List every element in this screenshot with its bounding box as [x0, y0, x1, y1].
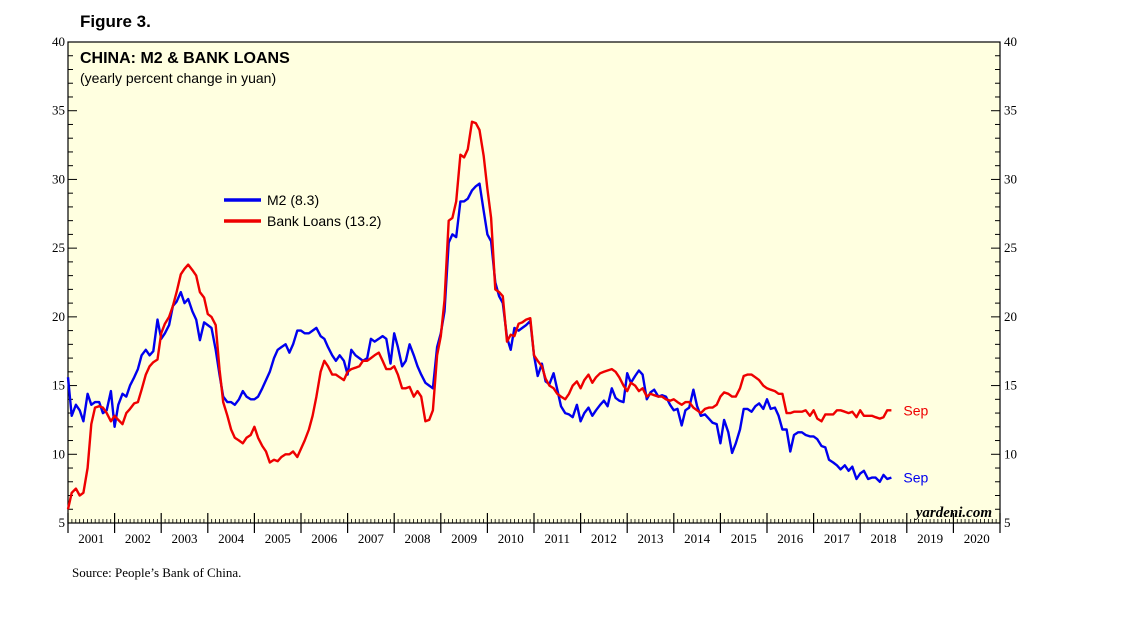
x-tick-label: 2009 — [451, 531, 477, 546]
figure-label: Figure 3. — [80, 12, 151, 31]
series-line — [66, 120, 892, 510]
chart-title: CHINA: M2 & BANK LOANS — [80, 50, 290, 67]
x-tick-label: 2014 — [684, 531, 711, 546]
x-tick-label: 2016 — [777, 531, 804, 546]
x-tick-label: 2015 — [731, 531, 757, 546]
x-tick-label: 2002 — [125, 531, 151, 546]
y-tick-label-left: 5 — [59, 515, 66, 530]
x-tick-label: 2017 — [824, 531, 851, 546]
x-tick-label: 2018 — [871, 531, 897, 546]
x-tick-label: 2013 — [638, 531, 664, 546]
source-note: Source: People’s Bank of China. — [72, 565, 242, 580]
watermark: yardeni.com — [914, 505, 992, 521]
x-tick-label: 2001 — [78, 531, 104, 546]
series-end-label: Sep — [903, 402, 928, 418]
x-tick-label: 2010 — [498, 531, 524, 546]
y-tick-label-left: 35 — [52, 103, 65, 118]
y-tick-label-left: 20 — [52, 309, 65, 324]
x-axis: 2001 2002 2003 2004 2005 2006 2007 2008 2009 2010… — [67, 513, 1001, 546]
x-tick-label: 2020 — [964, 531, 990, 546]
y-tick-label-left: 10 — [52, 446, 65, 461]
y-tick-label-left: 15 — [52, 378, 65, 393]
x-tick-label: 2005 — [265, 531, 291, 546]
y-tick-label-right: 35 — [1004, 103, 1017, 118]
x-tick-label: 2003 — [172, 531, 198, 546]
y-tick-label-left: 25 — [52, 240, 65, 255]
x-tick-label: 2019 — [917, 531, 943, 546]
series-end-label: Sep — [903, 470, 928, 486]
y-tick-label-right: 40 — [1004, 34, 1017, 49]
y-tick-label-left: 40 — [52, 34, 65, 49]
x-tick-label: 2006 — [311, 531, 338, 546]
series-line — [66, 182, 892, 483]
legend-label: M2 (8.3) — [267, 192, 319, 208]
chart-subtitle: (yearly percent change in yuan) — [80, 70, 276, 86]
y-tick-label-right: 20 — [1004, 309, 1017, 324]
y-tick-label-right: 30 — [1004, 171, 1017, 186]
line-chart: CHINA: M2 & BANK LOANS (yearly percent c… — [52, 34, 1017, 546]
x-tick-label: 2012 — [591, 531, 617, 546]
plot-area — [67, 41, 1001, 524]
x-tick-label: 2008 — [405, 531, 431, 546]
y-axis-left: 5 10 15 20 25 30 35 40 — [52, 34, 77, 530]
y-tick-label-right: 10 — [1004, 446, 1017, 461]
x-tick-label: 2011 — [545, 531, 571, 546]
legend-label: Bank Loans (13.2) — [267, 213, 381, 229]
x-tick-label: 2007 — [358, 531, 385, 546]
y-axis-right: 5 10 15 20 25 30 35 40 — [991, 34, 1017, 530]
series-layer: Sep Sep — [66, 120, 929, 510]
legend: M2 (8.3) Bank Loans (13.2) — [224, 192, 381, 229]
y-tick-label-right: 25 — [1004, 240, 1017, 255]
x-tick-label: 2004 — [218, 531, 245, 546]
y-tick-label-right: 5 — [1004, 515, 1011, 530]
y-tick-label-right: 15 — [1004, 378, 1017, 393]
y-tick-label-left: 30 — [52, 171, 65, 186]
